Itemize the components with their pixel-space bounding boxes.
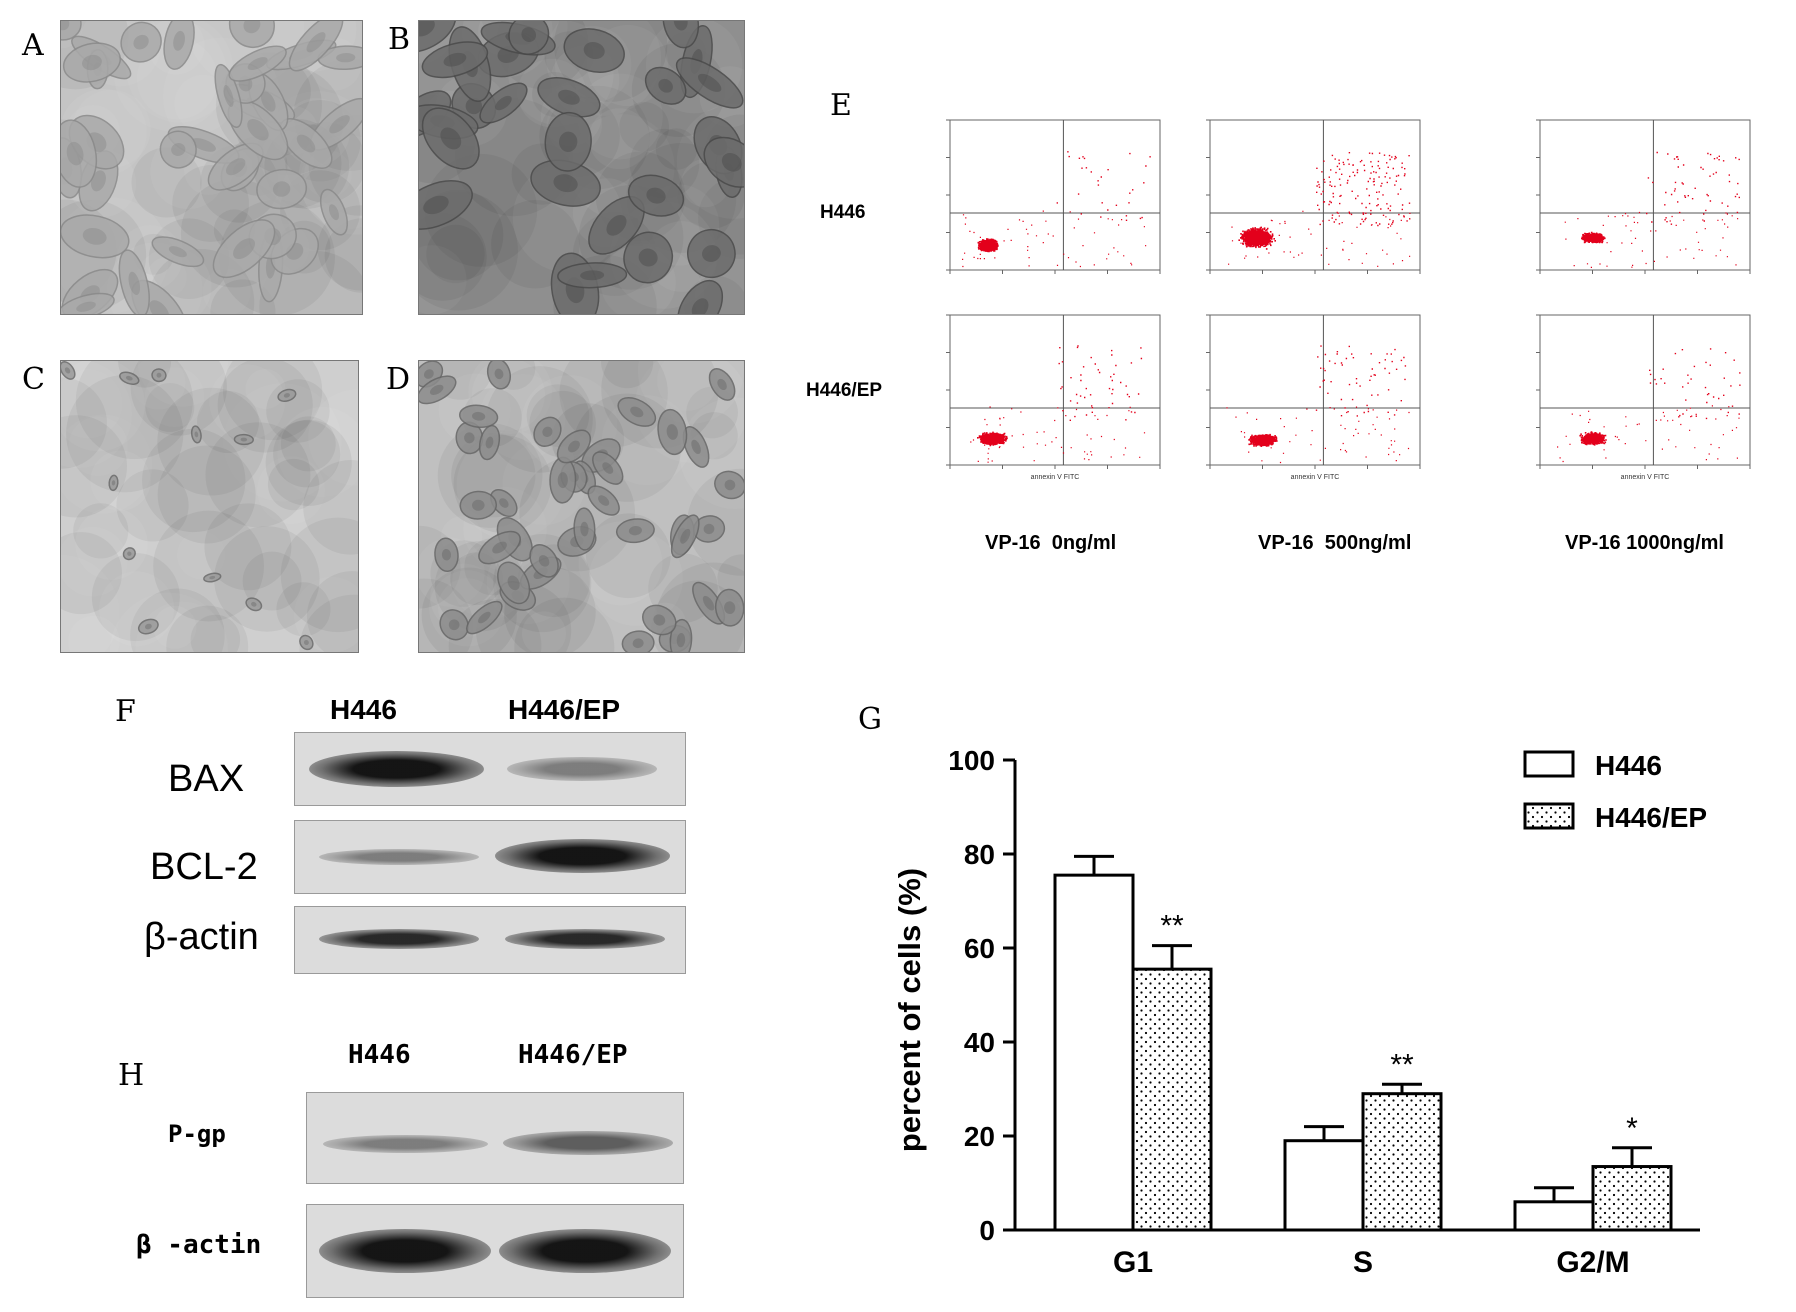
- blot-f-label-bax: BAX: [168, 758, 245, 800]
- chart-bar-h446-s: [1283, 1139, 1365, 1232]
- flow-col-label-1: VP-16 500ng/ml: [1258, 532, 1412, 554]
- flow-plot-r1-c2: annexin V FITC: [1536, 314, 1751, 481]
- flow-plot-r1-c1: annexin V FITC: [1206, 314, 1421, 481]
- flow-plot-r0-c0: [946, 119, 1161, 274]
- blot-f-strip-bax: [294, 732, 686, 806]
- flow-plot-r0-c1: [1206, 119, 1421, 274]
- flow-cytometry-grid: annexin V FITC annexin V FITC annexin V FI…: [946, 119, 1751, 481]
- blot-f-band-bax-h446: [309, 751, 484, 787]
- chart-significance-label: **: [1160, 910, 1184, 943]
- micrograph-a: [60, 20, 363, 315]
- chart-legend-swatch: [1523, 802, 1575, 830]
- blot-h-label-actin: β -actin: [136, 1230, 262, 1260]
- chart-xtick-label: S: [1353, 1246, 1373, 1279]
- chart-bar-h446-g2m: [1513, 1200, 1595, 1232]
- flow-plot-r1-c0: annexin V FITC: [946, 314, 1161, 481]
- micrograph-c: [60, 360, 359, 653]
- panel-letter-g: G: [858, 702, 882, 737]
- blot-h-band-pgp-h446: [323, 1135, 488, 1153]
- chart-ytick-label: 40: [964, 1027, 995, 1058]
- flow-row-label-h446ep: H446/EP: [806, 380, 883, 401]
- blot-h-band-actin-h446ep: [499, 1229, 671, 1273]
- chart-ytick-label: 0: [979, 1215, 995, 1246]
- chart-significance-label: *: [1626, 1112, 1638, 1145]
- flow-row-label-h446: H446: [820, 202, 866, 223]
- blot-f-band-bcl2-h446: [319, 849, 479, 865]
- blot-h-band-actin-h446: [319, 1229, 491, 1273]
- blot-h-strip-actin: [306, 1204, 684, 1298]
- chart-legend-label: H446: [1595, 750, 1662, 781]
- blot-f-strip-bcl2: [294, 820, 686, 894]
- blot-h-lane-h446: H446: [348, 1040, 411, 1070]
- cell-cycle-bar-chart: percent of cells (%) 0 20 40 60 80 100 ** G1 ** S…: [892, 745, 1707, 1279]
- flow-xlabel-c1: annexin V FITC: [1291, 474, 1340, 481]
- panel-letter-a: A: [22, 28, 44, 63]
- blot-f-lane-h446ep: H446/EP: [508, 694, 621, 725]
- chart-ytick-label: 80: [964, 839, 995, 870]
- chart-bar-h446ep-s: [1361, 1092, 1443, 1232]
- panel-letter-c: C: [22, 362, 45, 397]
- blot-h-strip-pgp: [306, 1092, 684, 1184]
- blot-f-label-bcl2: BCL-2: [150, 846, 258, 888]
- blot-f-label-actin: β-actin: [144, 916, 259, 958]
- panel-letter-d: D: [386, 362, 411, 397]
- flow-col-label-2: VP-16 1000ng/ml: [1565, 532, 1724, 554]
- micrograph-b: [418, 20, 745, 315]
- panel-letter-h: H: [118, 1058, 145, 1093]
- chart-ytick-label: 20: [964, 1121, 995, 1152]
- blot-f-band-actin-h446ep: [505, 929, 665, 949]
- blot-h-label-pgp: P-gp: [168, 1120, 226, 1148]
- blot-f-band-bcl2-h446ep: [495, 839, 670, 873]
- flow-xlabel-c2: annexin V FITC: [1621, 474, 1670, 481]
- blot-h-band-pgp-h446ep: [503, 1131, 673, 1155]
- chart-legend-swatch: [1523, 750, 1575, 778]
- flow-xlabel-c0: annexin V FITC: [1031, 474, 1080, 481]
- panel-letter-b: B: [388, 22, 411, 57]
- chart-ytick-label: 60: [964, 933, 995, 964]
- panel-letter-f: F: [115, 694, 136, 729]
- chart-bar-h446ep-g2m: [1591, 1165, 1673, 1232]
- panel-letter-e: E: [830, 88, 852, 123]
- chart-xtick-label: G2/M: [1556, 1246, 1629, 1279]
- flow-col-label-0: VP-16 0ng/ml: [985, 532, 1117, 554]
- micrograph-d: [418, 360, 745, 653]
- chart-bar-h446-g1: [1053, 873, 1135, 1232]
- blot-f-lane-h446: H446: [330, 694, 397, 725]
- blot-f-band-actin-h446: [319, 929, 479, 949]
- chart-significance-label: **: [1390, 1048, 1414, 1081]
- blot-f-band-bax-h446ep: [507, 757, 657, 781]
- flow-plot-r0-c2: [1536, 119, 1751, 274]
- chart-xtick-label: G1: [1113, 1246, 1153, 1279]
- chart-ylabel: percent of cells (%): [892, 868, 927, 1152]
- chart-ytick-label: 100: [948, 745, 995, 776]
- chart-legend-label: H446/EP: [1595, 802, 1707, 833]
- blot-f-strip-actin: [294, 906, 686, 974]
- blot-h-lane-h446ep: H446/EP: [518, 1040, 628, 1070]
- chart-bar-h446ep-g1: [1131, 967, 1213, 1232]
